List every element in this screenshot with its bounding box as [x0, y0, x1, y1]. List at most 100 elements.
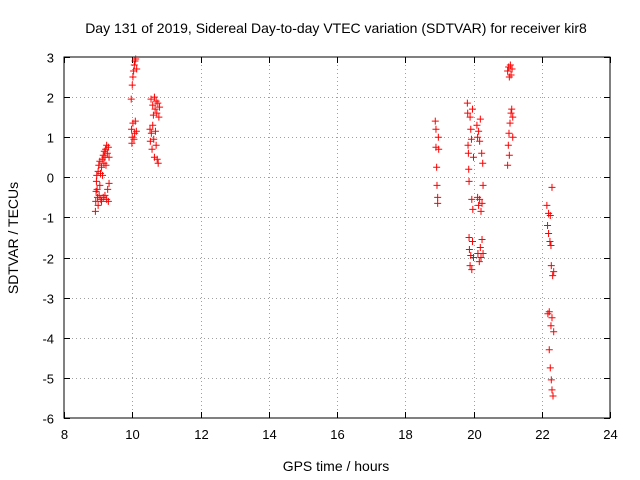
data-point [154, 99, 162, 107]
data-point [155, 113, 163, 121]
data-point [128, 139, 136, 147]
data-point [105, 153, 113, 161]
data-point [509, 113, 517, 121]
y-tick-label: -5 [42, 372, 54, 387]
data-point [545, 308, 553, 316]
data-point [150, 93, 158, 101]
data-point [479, 181, 487, 189]
y-tick-label: 1 [47, 131, 54, 146]
data-point [434, 193, 442, 201]
data-point [549, 392, 557, 400]
x-tick-label: 10 [125, 427, 139, 442]
data-point [478, 199, 486, 207]
y-tick-label: 2 [47, 91, 54, 106]
x-tick-label: 14 [262, 427, 276, 442]
data-point [506, 61, 514, 69]
data-point [507, 109, 515, 117]
data-point [148, 145, 156, 153]
data-point [150, 135, 158, 143]
data-point [154, 159, 162, 167]
y-tick-label: -3 [42, 292, 54, 307]
data-point [466, 113, 474, 121]
data-point [476, 244, 484, 252]
data-point [464, 141, 472, 149]
data-point [156, 103, 164, 111]
x-tick-label: 18 [398, 427, 412, 442]
data-point [153, 109, 161, 117]
axis-ticks [64, 57, 611, 419]
y-axis-label: SDTVAR / TECUs [5, 182, 21, 294]
data-point [474, 133, 482, 141]
data-point [478, 236, 486, 244]
data-point [94, 201, 102, 209]
data-point [479, 250, 487, 258]
data-point [547, 376, 555, 384]
data-point [127, 95, 135, 103]
y-tick-label: -4 [42, 332, 54, 347]
y-tick-label: -1 [42, 211, 54, 226]
data-point [477, 207, 485, 215]
data-point [96, 181, 104, 189]
data-point [465, 177, 473, 185]
data-point [550, 328, 558, 336]
data-point [547, 322, 555, 330]
data-point [149, 121, 157, 129]
data-point [546, 211, 554, 219]
y-tick-label: 0 [47, 171, 54, 186]
data-point [476, 137, 484, 145]
data-point [468, 266, 476, 274]
data-point [98, 163, 106, 171]
data-point [546, 238, 554, 246]
data-point [151, 127, 159, 135]
data-point [547, 242, 555, 250]
data-point [470, 254, 477, 262]
data-point [130, 135, 138, 143]
data-point [152, 141, 160, 149]
data-point [550, 268, 558, 276]
data-point [548, 314, 556, 322]
data-point [468, 105, 476, 113]
y-tick-label: -6 [42, 412, 54, 427]
data-point [545, 346, 553, 354]
data-point [546, 364, 554, 372]
chart-title: Day 131 of 2019, Sidereal Day-to-day VTE… [85, 20, 587, 36]
data-point [146, 125, 154, 133]
data-point [475, 258, 483, 266]
data-point [147, 129, 155, 137]
data-point [104, 185, 112, 193]
data-point [505, 151, 513, 159]
data-point [93, 185, 101, 193]
data-point [91, 207, 99, 215]
data-point [478, 149, 486, 157]
data-point [465, 234, 473, 241]
data-point [104, 197, 112, 205]
data-point [101, 191, 109, 199]
data-point [504, 141, 512, 149]
data-point [132, 55, 140, 63]
data-point [504, 67, 512, 75]
x-tick-label: 12 [194, 427, 208, 442]
data-point [130, 61, 138, 69]
data-point [433, 163, 441, 171]
data-point [153, 155, 161, 163]
data-point [128, 81, 136, 89]
data-point [435, 145, 443, 153]
data-point [465, 246, 473, 254]
data-point [508, 65, 516, 73]
data-point [508, 105, 516, 113]
data-point [477, 254, 485, 262]
data-point [548, 386, 556, 394]
data-point [464, 149, 472, 157]
data-point [467, 135, 475, 143]
data-point [547, 262, 555, 270]
data-point [465, 165, 473, 173]
x-tick-label: 22 [535, 427, 549, 442]
x-tick-label: 8 [61, 427, 68, 442]
data-point [128, 125, 136, 133]
data-point [104, 143, 112, 151]
data-point [505, 129, 513, 137]
data-point [434, 133, 442, 141]
data-point [133, 65, 141, 73]
data-point [543, 201, 551, 209]
